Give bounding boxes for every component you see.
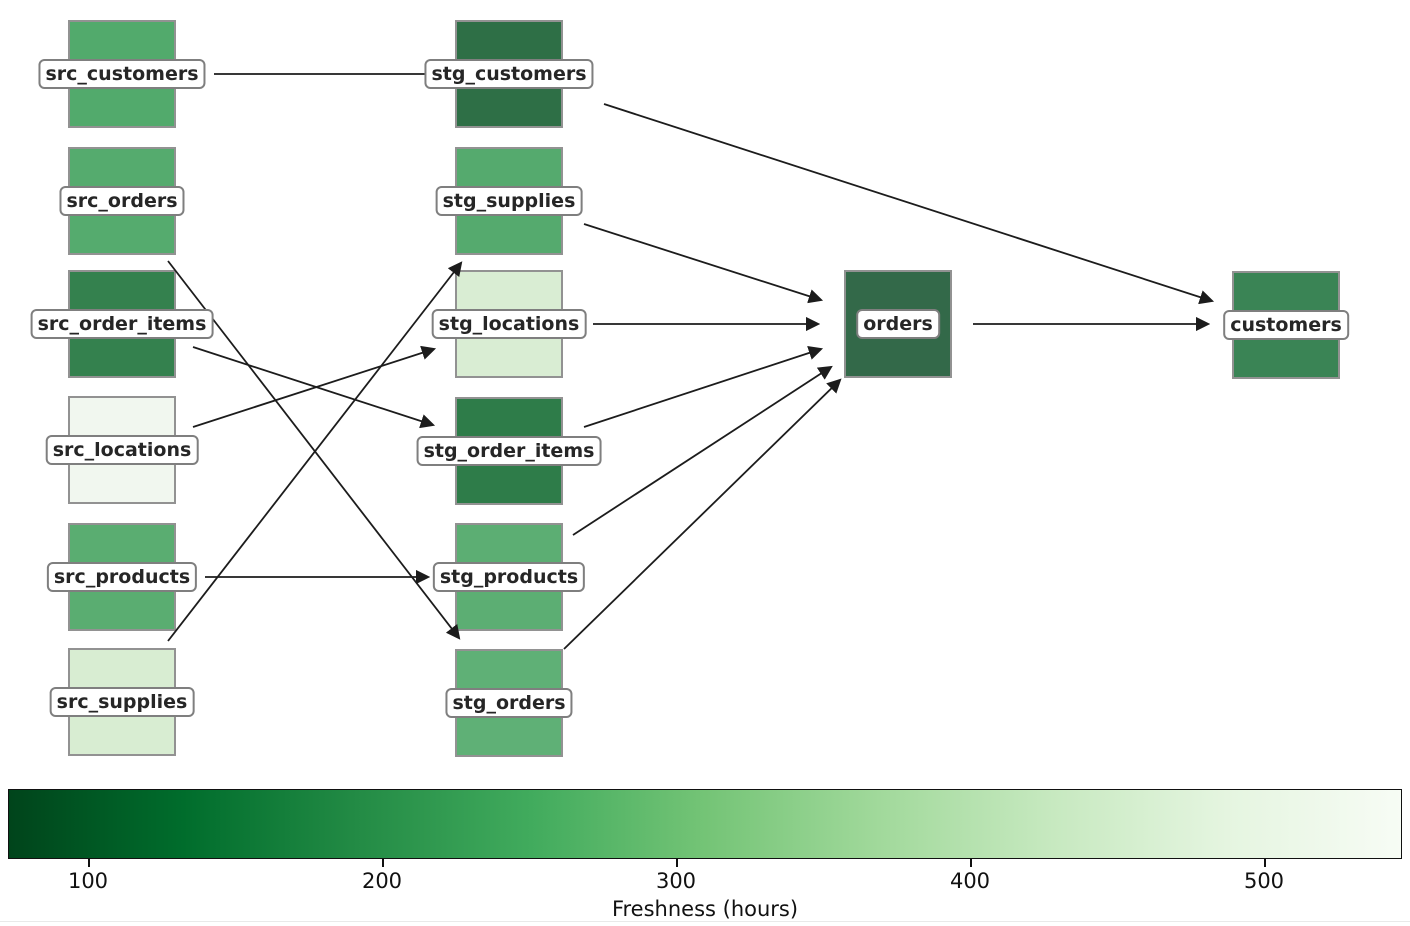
edge-stg_order_items-orders — [583, 345, 824, 428]
colorbar-tick-label-100: 100 — [67, 869, 109, 893]
colorbar-tick-100 — [88, 859, 90, 867]
colorbar-tick-200 — [382, 859, 384, 867]
node-label-src_products: src_products — [46, 562, 198, 592]
node-label-stg_customers: stg_customers — [424, 59, 594, 89]
edge-stg_products-orders — [572, 365, 833, 536]
node-label-orders: orders — [856, 309, 940, 339]
node-label-src_supplies: src_supplies — [49, 687, 195, 717]
edge-src_order_items-stg_order_items — [192, 346, 436, 429]
node-label-stg_supplies: stg_supplies — [435, 186, 583, 216]
node-label-customers: customers — [1223, 310, 1349, 340]
edge-src_supplies-stg_supplies — [167, 261, 463, 642]
colorbar-tick-400 — [970, 859, 972, 867]
colorbar-gradient — [8, 789, 1402, 859]
colorbar-tick-300 — [676, 859, 678, 867]
node-label-stg_order_items: stg_order_items — [416, 436, 602, 466]
node-label-stg_locations: stg_locations — [431, 309, 587, 339]
node-label-stg_products: stg_products — [432, 562, 586, 592]
node-label-src_orders: src_orders — [59, 186, 185, 216]
node-label-src_order_items: src_order_items — [30, 309, 214, 339]
colorbar-tick-500 — [1264, 859, 1266, 867]
colorbar-tick-label-300: 300 — [655, 869, 697, 893]
colorbar-tick-label-400: 400 — [949, 869, 991, 893]
node-label-src_customers: src_customers — [38, 59, 206, 89]
edge-layer — [167, 66, 1215, 650]
edge-stg_orders-orders — [563, 378, 842, 650]
edge-src_orders-stg_orders — [167, 260, 461, 640]
colorbar-axis-label: Freshness (hours) — [611, 897, 799, 921]
edge-src_locations-stg_locations — [192, 345, 437, 428]
colorbar-tick-label-200: 200 — [361, 869, 403, 893]
bottom-hairline — [0, 921, 1410, 922]
edge-stg_customers-customers — [603, 103, 1215, 305]
colorbar-tick-label-500: 500 — [1243, 869, 1285, 893]
node-label-src_locations: src_locations — [45, 435, 199, 465]
edge-stg_supplies-orders — [583, 223, 824, 304]
node-label-stg_orders: stg_orders — [445, 688, 573, 718]
